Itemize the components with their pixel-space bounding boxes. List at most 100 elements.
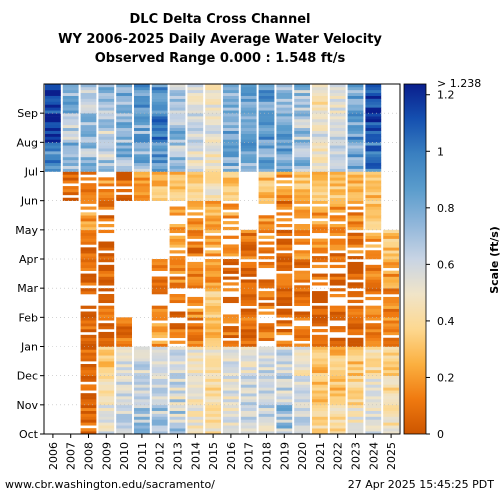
heatmap-cell [187,180,204,184]
heatmap-cell [98,183,115,187]
heatmap-cell [169,270,186,274]
heatmap-cell [134,381,150,385]
heatmap-cell [134,361,150,365]
heatmap-cell [205,273,221,277]
heatmap-cell [205,404,221,409]
x-tick-label: 2016 [225,442,238,470]
heatmap-cell [365,200,382,204]
heatmap-cell [258,229,275,234]
heatmap-cell [276,267,293,271]
heatmap-cell [62,95,79,99]
heatmap-cell [312,425,328,429]
y-tick-label: Nov [17,399,39,412]
heatmap-cell [205,340,221,344]
heatmap-cell [365,250,382,254]
heatmap-cell [116,177,132,181]
heatmap-cell [365,296,382,301]
heatmap-cell [151,419,168,423]
heatmap-cell [80,189,97,193]
heatmap-cell [62,113,79,117]
heatmap-cell [383,410,399,414]
heatmap-cell [223,276,239,280]
heatmap-cell [329,390,346,394]
heatmap-cell [329,238,346,242]
heatmap-cell [258,189,275,193]
heatmap-cell [294,116,310,120]
heatmap-cell [151,329,168,333]
heatmap-cell [62,92,79,96]
heatmap-cell [80,119,97,123]
heatmap-cell [223,343,239,347]
heatmap-cell [98,139,115,143]
heatmap-cell [240,145,257,149]
heatmap-cell [205,431,221,435]
heatmap-cell [294,200,310,204]
heatmap-cell [169,171,186,175]
heatmap-cell [151,113,168,117]
heatmap-cell [80,98,97,102]
heatmap-cell [80,276,97,280]
heatmap-cell [347,116,364,120]
heatmap-cell [383,247,399,251]
heatmap-cell [223,130,239,134]
heatmap-cell [116,86,132,91]
heatmap-cell [365,186,382,190]
colorbar-tick-label: 1.2 [437,89,455,102]
heatmap-cell [312,197,328,201]
heatmap-cell [329,279,346,283]
heatmap-cell [294,390,310,394]
heatmap-cell [169,110,186,114]
heatmap-cell [276,127,293,131]
heatmap-cell [240,267,257,271]
heatmap-cell [62,104,79,108]
colorbar-ticks: 00.20.40.60.811.2> 1.238 [426,77,481,441]
heatmap-cell [116,346,132,350]
heatmap-cell [329,358,346,362]
heatmap-cell [151,119,168,123]
heatmap-cell [365,221,382,225]
heatmap-cell [347,355,364,359]
heatmap-cell [62,110,79,114]
heatmap-cell [223,416,239,420]
heatmap-cell [134,404,150,409]
heatmap-cell [80,349,97,353]
heatmap-cell [134,95,150,99]
heatmap-cell [294,291,310,295]
heatmap-cell [347,232,364,236]
heatmap-cell [294,352,310,356]
heatmap-cell [223,334,239,339]
heatmap-cell [45,104,61,108]
heatmap-cell [258,401,275,406]
heatmap-cell [187,264,204,269]
heatmap-cell [134,177,150,181]
heatmap-cell [223,116,239,120]
heatmap-cell [240,84,257,88]
heatmap-cell [134,113,150,117]
heatmap-cell [347,311,364,315]
heatmap-cell [151,369,168,374]
heatmap-cell [169,349,186,353]
heatmap-cell [223,101,239,105]
heatmap-cell [365,107,382,111]
heatmap-cell [169,180,186,184]
heatmap-cell [187,329,204,333]
heatmap-cell [151,197,168,201]
heatmap-cell [151,361,168,365]
heatmap-cell [134,375,150,379]
heatmap-cell [98,326,115,330]
heatmap-cell [258,410,275,414]
heatmap-cell [205,241,221,245]
heatmap-cell [169,98,186,102]
heatmap-cell [365,256,382,260]
heatmap-cell [240,95,257,99]
heatmap-cell [347,212,364,216]
heatmap-cell [223,375,239,379]
heatmap-cell [347,218,364,222]
heatmap-cell [187,331,204,336]
heatmap-cell [329,229,346,234]
heatmap-cell [347,372,364,376]
heatmap-cell [45,151,61,155]
heatmap-cell [80,343,97,347]
heatmap-cell [134,416,150,420]
heatmap-cell [240,151,257,155]
